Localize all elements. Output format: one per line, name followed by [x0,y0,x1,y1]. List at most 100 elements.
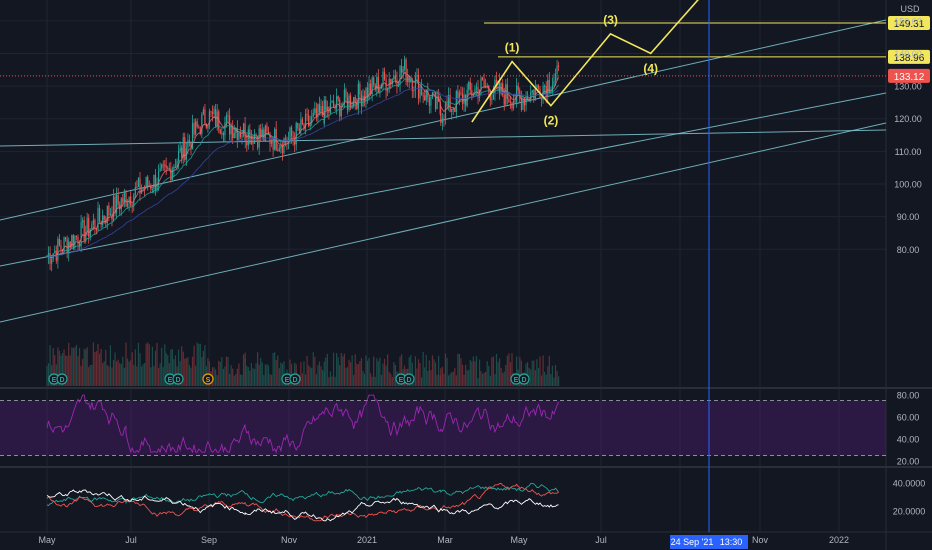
candle-body [98,207,101,221]
candle-body [514,100,516,102]
candle-body [65,237,67,240]
candle-body [83,220,85,242]
candle-body [533,90,535,99]
candle-body [225,115,228,123]
volume-bar [454,368,456,386]
volume-bar [550,374,552,386]
candle-body [387,88,389,92]
volume-bar [136,366,138,386]
candle-body [556,65,558,75]
volume-bar [275,359,277,386]
volume-bar [230,365,232,386]
candle-body [439,101,441,114]
candle-body [373,77,375,85]
volume-bar [221,357,223,386]
volume-bar [411,362,413,386]
candle-body [137,178,140,188]
volume-bar [485,371,487,386]
candle-body [301,119,304,125]
volume-bar [471,361,473,386]
volume-bar [320,366,322,386]
volume-bar [325,357,327,386]
volume-bar [505,364,507,386]
volume-bar [181,346,183,386]
candle-body [508,98,510,103]
candle-body [292,136,294,138]
volume-bar [252,368,254,386]
volume-bar [457,353,459,386]
volume-bar [80,365,82,386]
volume-bar [363,373,365,386]
price-level-tag [888,16,930,31]
volume-bar [216,375,218,386]
volume-bar [460,358,462,386]
volume-bar [345,367,347,386]
volume-bar [430,370,432,386]
volume-bar [449,373,451,386]
candle-body [230,126,232,135]
volume-bar [128,361,130,386]
candle-body [413,90,415,92]
volume-bar [153,366,155,386]
candle-body [353,97,355,107]
volume-bar [394,365,396,386]
y-tick-label: 110.00 [895,147,922,157]
candle-body [103,215,105,220]
candle-body [60,245,62,250]
event-badge-circle [403,373,415,385]
volume-bar [250,362,253,386]
volume-bar [120,364,122,386]
volume-bar [497,361,499,386]
candle-body [308,115,310,127]
candle-body [495,79,498,85]
volume-bar [139,353,141,386]
candle-body [182,137,184,158]
candle-body [91,224,93,230]
volume-bar [502,373,504,386]
volume-bar [218,360,220,386]
candle-body [336,96,338,109]
price-level-value: 149.31 [894,19,925,30]
candle-body [553,81,555,86]
dmi-line [46,489,559,522]
volume-bar [436,374,438,386]
volume-bar [444,353,447,386]
candle-body [474,88,476,96]
candle-body [122,198,124,203]
volume-bar [261,362,263,386]
candle-body [89,229,91,237]
volume-bar [193,345,195,386]
candle-body [489,91,491,100]
volume-bar [531,360,533,386]
volume-bar [468,369,470,386]
volume-bar [134,349,136,386]
candle-body [309,122,311,127]
candle-body [57,238,59,261]
candle-body [179,147,181,152]
elliott-wave[interactable]: (1)(2)(3)(4)(5) [471,0,716,128]
candle-body [520,98,523,110]
wave-path [471,0,699,123]
candle-body [312,112,314,117]
candle-body [294,137,296,145]
candle-body [123,191,125,203]
volume-bar [148,344,150,386]
volume-bar [204,345,206,386]
candle-body [534,87,536,99]
volume-bar [280,362,282,386]
volume-bar [233,375,235,386]
volume-bar [357,364,359,386]
candle-body [177,151,180,162]
candle-body [238,132,240,140]
y-tick-label: 130.00 [894,82,922,92]
candle-body [444,103,447,120]
volume-bar [542,355,544,386]
y-tick-label: 150.00 [894,16,922,26]
volume-bar [353,374,355,386]
volume-bar [75,344,78,386]
candle-body [436,96,438,110]
